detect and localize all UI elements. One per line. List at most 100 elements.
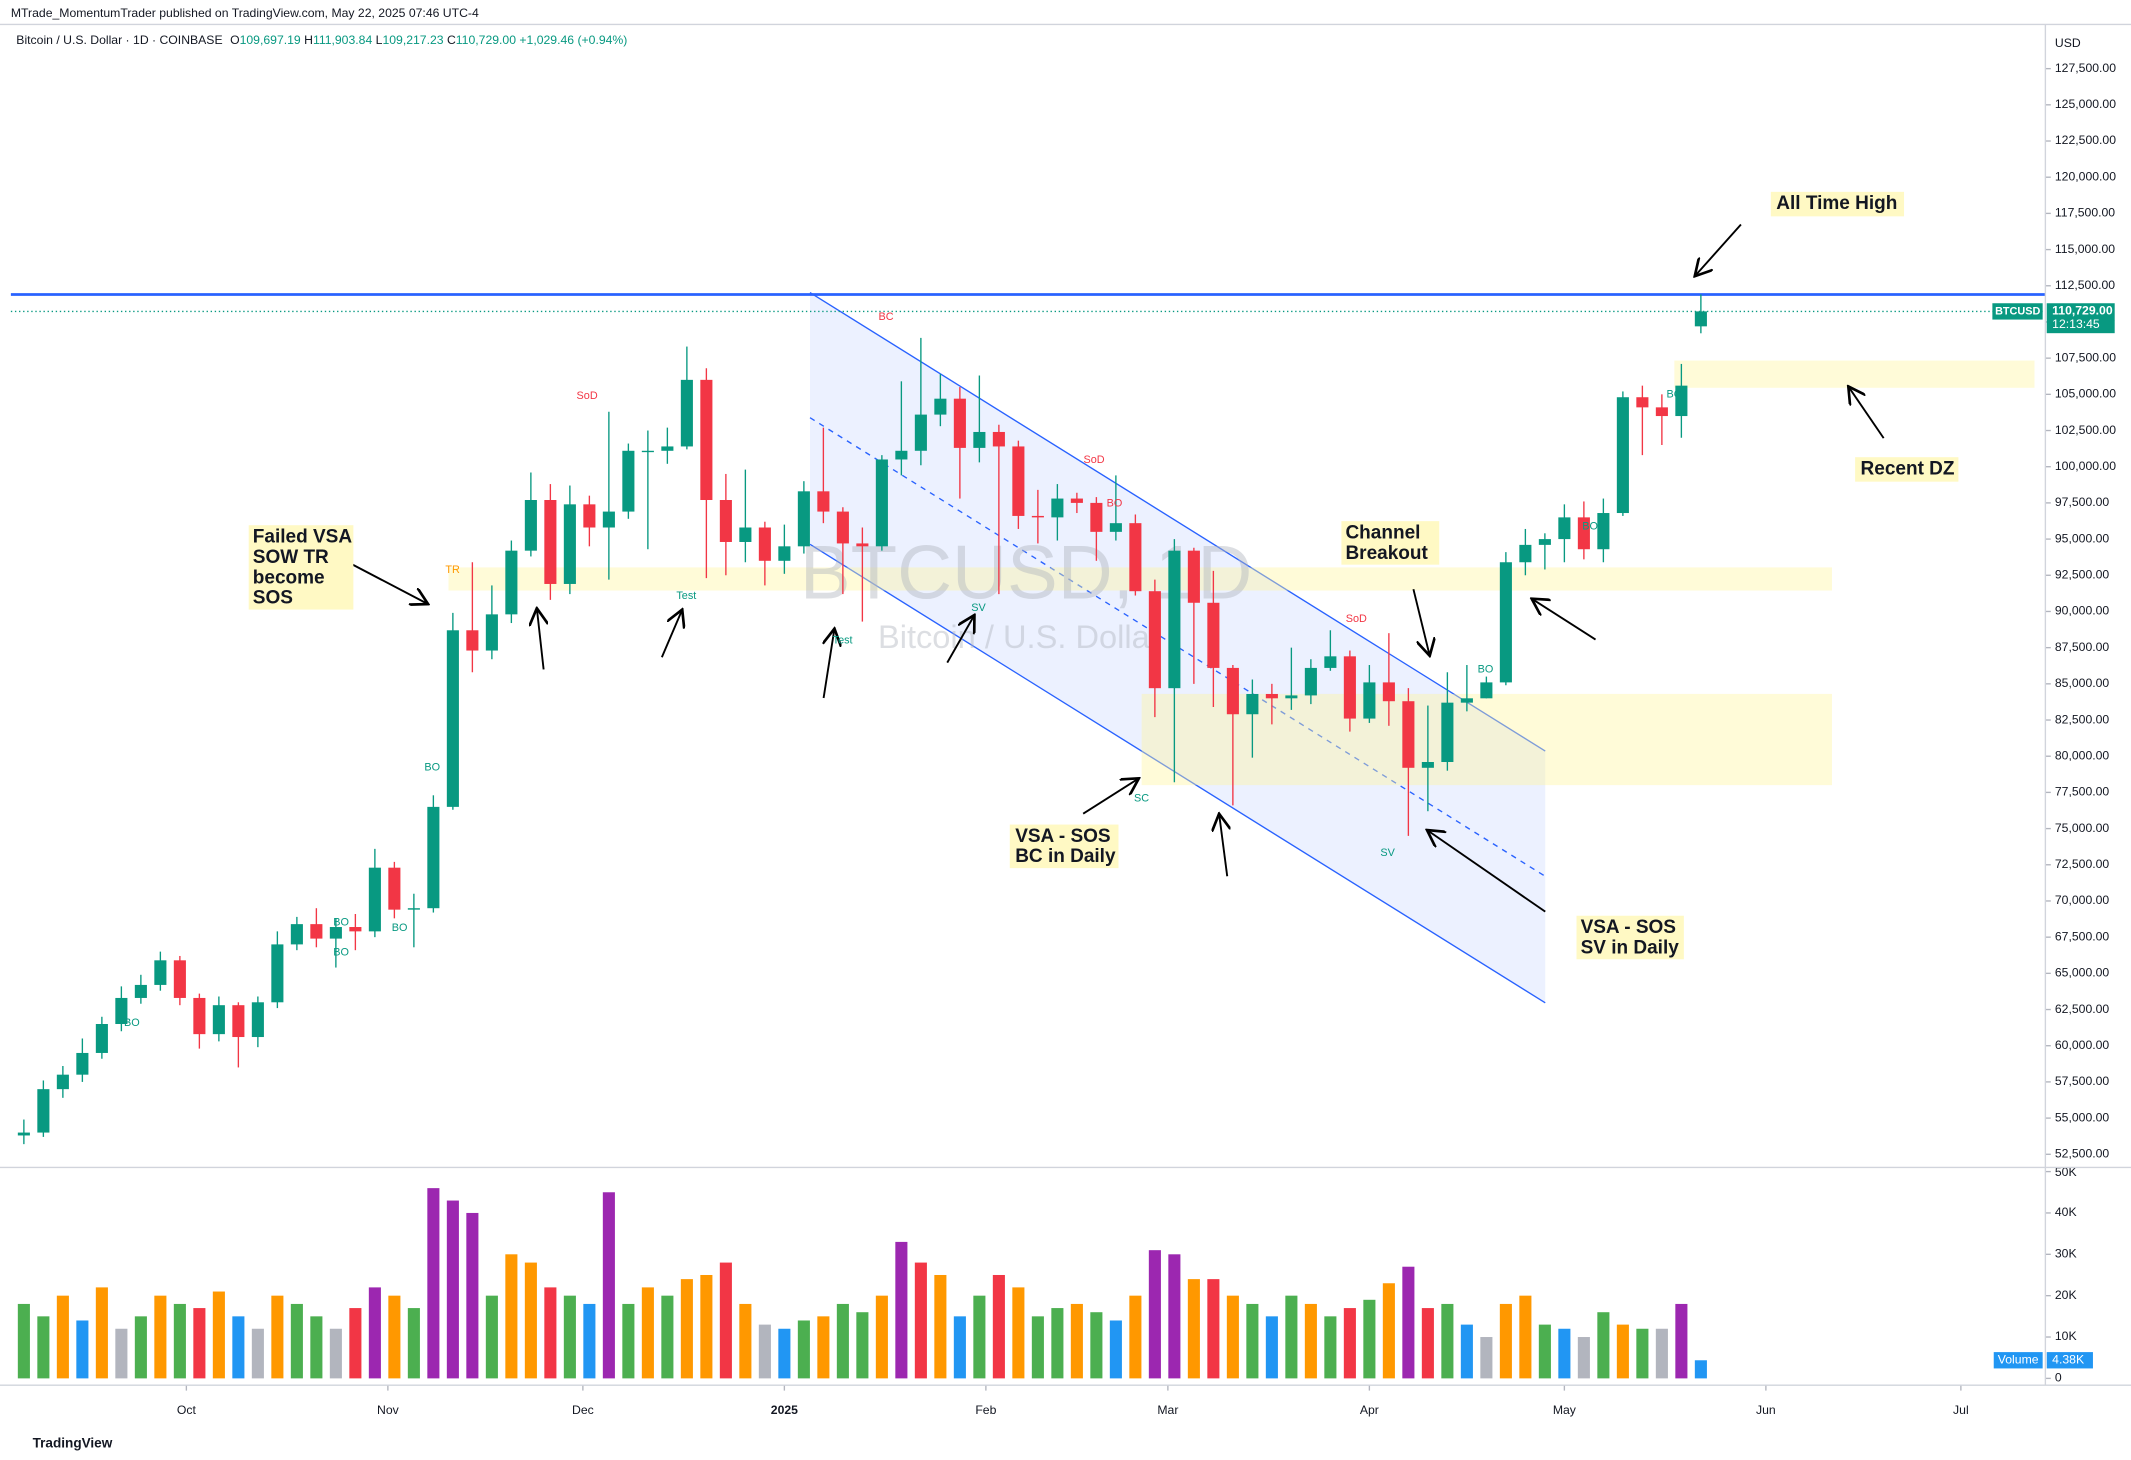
candle-body	[797, 491, 810, 547]
candle-body	[1538, 539, 1551, 545]
y-unit: USD	[2055, 36, 2081, 50]
volume-bar	[992, 1274, 1005, 1379]
volume-bar	[115, 1328, 128, 1379]
marker: BO	[1667, 388, 1683, 400]
volume-bar	[1519, 1295, 1532, 1379]
note-box	[1855, 457, 1959, 482]
candle-body	[1285, 695, 1298, 699]
volume-bar	[388, 1295, 401, 1379]
volume-bar	[836, 1303, 849, 1379]
note-box	[1770, 191, 1905, 217]
candle-body	[1304, 667, 1317, 696]
volume-bar	[739, 1303, 752, 1379]
candle-body	[407, 908, 420, 910]
volume-bar	[875, 1295, 888, 1379]
volume-bar	[1655, 1328, 1668, 1379]
y-tick-label: 77,500.00	[2055, 785, 2110, 799]
candle-body	[1226, 667, 1239, 715]
candle-body	[661, 446, 674, 451]
x-tick-label: May	[1553, 1403, 1577, 1417]
symbol: Bitcoin / U.S. Dollar · 1D · COINBASE	[16, 33, 222, 47]
arrow	[946, 615, 974, 664]
data-layer: 52,500.00 55,000.00 57,500.00 60,000.00 62,5…	[10, 61, 2116, 1417]
volume-bar	[1597, 1312, 1610, 1379]
candle-body	[817, 491, 830, 512]
volume-bar	[680, 1279, 693, 1379]
channel-upper	[809, 291, 1546, 752]
volume-tag-value: 4.38K	[2052, 1352, 2085, 1366]
candle-body	[1187, 550, 1200, 603]
candle-body	[1694, 311, 1707, 327]
volume-bar	[817, 1316, 830, 1379]
volume-bar	[1226, 1295, 1239, 1379]
candle-body	[1616, 397, 1629, 514]
volume-tick-label: 0	[2055, 1371, 2062, 1385]
marker: TR	[445, 564, 460, 576]
volume-bar	[1304, 1303, 1317, 1379]
volume-bar	[485, 1295, 498, 1379]
volume-bar	[271, 1295, 284, 1379]
volume-bar	[1207, 1279, 1220, 1379]
marker: SV	[1380, 847, 1395, 859]
candle-body	[1109, 523, 1122, 532]
candle-body	[1402, 701, 1415, 768]
y-tick-label: 55,000.00	[2055, 1110, 2110, 1124]
x-tick-label: Jun	[1756, 1403, 1776, 1417]
ohlc-value: 110,729.00	[456, 33, 516, 47]
x-tick-label: Feb	[975, 1403, 996, 1417]
price-tag-value: 110,729.00	[2052, 304, 2113, 318]
y-tick-label: 115,000.00	[2055, 242, 2115, 256]
y-tick-label: 105,000.00	[2055, 387, 2116, 401]
arrow	[1427, 830, 1546, 913]
candle-body	[76, 1052, 89, 1075]
note-box	[248, 525, 354, 610]
channel-mid	[809, 417, 1546, 877]
volume-bar	[1265, 1316, 1278, 1379]
candle-body	[17, 1132, 30, 1136]
volume-bar	[1285, 1295, 1298, 1379]
candle-body	[875, 459, 888, 547]
volume-tag-box	[2046, 1352, 2093, 1369]
candle-body	[934, 398, 947, 415]
candle-body	[368, 867, 381, 932]
candle-body	[973, 431, 986, 448]
marker: SoD	[577, 390, 598, 402]
note: become	[253, 567, 325, 588]
brand: TradingView	[33, 1435, 113, 1450]
y-tick-label: 100,000.00	[2055, 459, 2116, 473]
volume-tick-label: 40K	[2055, 1205, 2078, 1219]
arrow	[537, 608, 544, 670]
candle-body	[719, 500, 732, 542]
marker: BO	[392, 922, 408, 934]
volume-bar	[1402, 1266, 1415, 1379]
volume-bar	[17, 1303, 30, 1379]
y-tick-label: 90,000.00	[2055, 604, 2110, 618]
ohlc-label: H	[304, 33, 313, 47]
candle-body	[1012, 446, 1025, 516]
note: SV in Daily	[1581, 937, 1680, 958]
volume-tick-label: 30K	[2055, 1247, 2078, 1261]
marker: BO	[124, 1017, 140, 1029]
volume-bar	[310, 1316, 323, 1379]
y-tick-label: 72,500.00	[2055, 857, 2110, 871]
volume-bar	[524, 1262, 537, 1379]
volume-bar	[1421, 1308, 1434, 1379]
candle-body	[739, 527, 752, 542]
volume-bar	[778, 1328, 791, 1379]
x-tick-label: 2025	[771, 1403, 798, 1417]
candle-body	[37, 1089, 50, 1133]
arrow	[1695, 223, 1742, 277]
y-tick-label: 82,500.00	[2055, 712, 2110, 726]
marker: SV	[971, 602, 986, 614]
y-tick-label: 67,500.00	[2055, 929, 2110, 943]
volume-tick-label: 50K	[2055, 1165, 2078, 1179]
volume-bar	[1538, 1324, 1551, 1379]
marker: Test	[676, 590, 696, 602]
volume-bar	[797, 1320, 810, 1379]
volume-bar	[134, 1316, 147, 1379]
candle-body	[1499, 562, 1512, 683]
y-tick-label: 62,500.00	[2055, 1002, 2110, 1016]
candle-body	[134, 984, 147, 998]
volume-bar	[661, 1295, 674, 1379]
